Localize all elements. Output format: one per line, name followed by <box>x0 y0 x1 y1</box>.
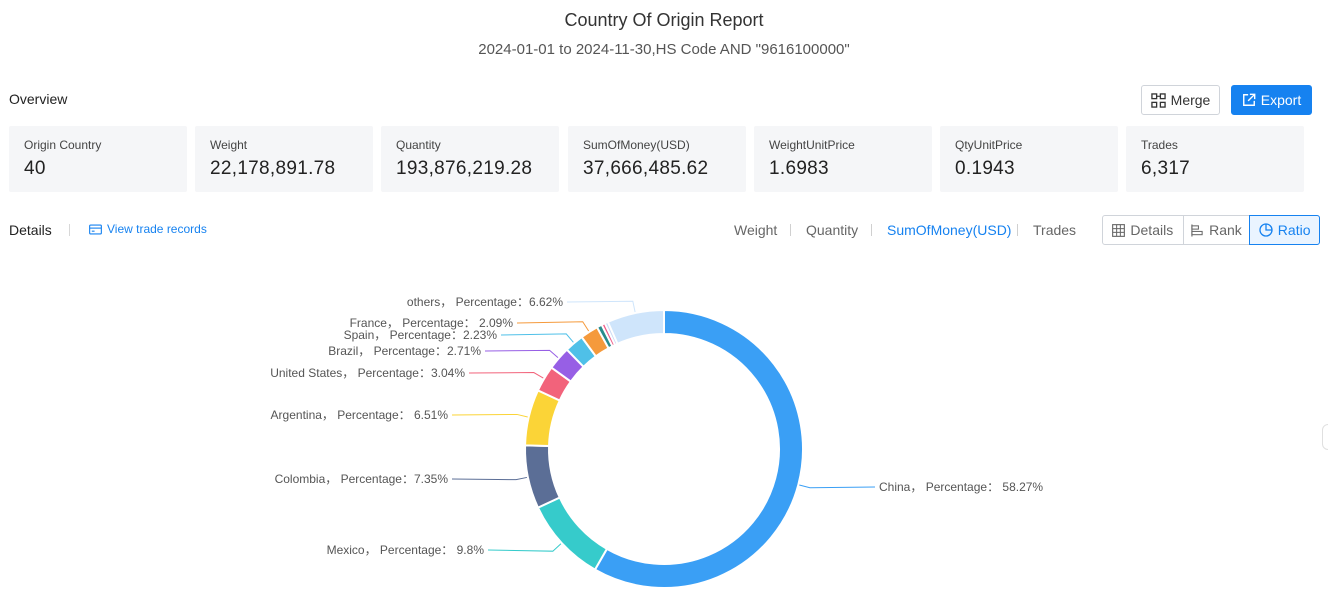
donut-slice-mexico[interactable] <box>536 496 609 572</box>
donut-chart: China， Percentage： 58.27% Mexico， Percent… <box>270 295 1043 589</box>
stat-card-trades: Trades 6,317 <box>1126 126 1304 192</box>
label-leader-line <box>484 349 559 358</box>
stat-label: WeightUnitPrice <box>769 138 855 152</box>
view-details-label: Details <box>1130 222 1174 238</box>
slice-label: United States， Percentage：3.04% <box>270 366 465 380</box>
stat-value: 22,178,891.78 <box>210 158 336 179</box>
view-trade-records-link[interactable]: View trade records <box>89 222 207 236</box>
pie-chart-icon <box>1259 223 1273 237</box>
tab-separator <box>790 224 791 236</box>
stat-value: 6,317 <box>1141 158 1191 179</box>
label-leader-line <box>451 413 528 418</box>
stat-label: Origin Country <box>24 138 102 152</box>
view-rank-button[interactable]: Rank <box>1182 216 1250 244</box>
stat-value: 37,666,485.62 <box>583 158 709 179</box>
card-icon <box>89 223 102 235</box>
stat-label: QtyUnitPrice <box>955 138 1023 152</box>
label-leader-line <box>451 476 528 481</box>
view-toggle-group: Details Rank Ratio <box>1102 215 1320 245</box>
tab-quantity[interactable]: Quantity <box>806 222 859 238</box>
bar-rank-icon <box>1191 223 1203 237</box>
view-ratio-label: Ratio <box>1277 222 1311 238</box>
slice-label: China， Percentage： 58.27% <box>879 480 1043 494</box>
stat-value: 0.1943 <box>955 158 1015 179</box>
export-icon <box>1242 93 1256 106</box>
stat-value: 193,876,219.28 <box>396 158 533 179</box>
label-leader-line <box>500 333 574 343</box>
slice-label: Spain， Percentage：2.23% <box>344 328 498 342</box>
overview-label: Overview <box>9 91 68 107</box>
stat-card-weight-unit-price: WeightUnitPrice 1.6983 <box>754 126 932 192</box>
label-leader-line <box>566 300 636 313</box>
donut-slice-china[interactable] <box>593 308 804 589</box>
stat-value: 1.6983 <box>769 158 829 179</box>
slice-label: Brazil， Percentage：2.71% <box>328 344 481 358</box>
slice-label: Colombia， Percentage：7.35% <box>275 472 449 486</box>
stat-card-qty-unit-price: QtyUnitPrice 0.1943 <box>940 126 1118 192</box>
export-button[interactable]: Export <box>1231 85 1312 115</box>
label-leader-line <box>516 321 590 332</box>
slice-label: Mexico， Percentage： 9.8% <box>327 543 485 557</box>
details-divider <box>69 224 70 236</box>
stat-label: Quantity <box>396 138 441 152</box>
view-ratio-button[interactable]: Ratio <box>1249 215 1320 245</box>
tab-sum-of-money[interactable]: SumOfMoney(USD) <box>887 222 1012 238</box>
merge-icon <box>1150 92 1166 108</box>
stat-label: Trades <box>1141 138 1178 152</box>
tab-weight[interactable]: Weight <box>734 222 778 238</box>
stat-card-sum-of-money: SumOfMoney(USD) 37,666,485.62 <box>568 126 746 192</box>
slice-label: France， Percentage： 2.09% <box>350 316 514 330</box>
merge-button-label: Merge <box>1170 92 1211 108</box>
report-subtitle: 2024-01-01 to 2024-11-30,HS Code AND "96… <box>478 41 850 58</box>
donut-slice-colombia[interactable] <box>524 444 562 509</box>
label-leader-line <box>487 543 562 552</box>
donut-slice-others[interactable] <box>606 308 665 346</box>
stat-card-origin-country: Origin Country 40 <box>9 126 187 192</box>
details-label: Details <box>9 222 52 238</box>
stat-card-quantity: Quantity 193,876,219.28 <box>381 126 559 192</box>
export-button-label: Export <box>1260 92 1302 108</box>
stat-label: SumOfMoney(USD) <box>583 138 690 152</box>
report-title: Country Of Origin Report <box>564 10 764 30</box>
side-collapse-handle[interactable] <box>1322 424 1328 450</box>
slice-label: Argentina， Percentage： 6.51% <box>271 408 449 422</box>
table-icon <box>1112 223 1126 237</box>
label-leader-line <box>468 372 544 379</box>
stat-value: 40 <box>24 158 46 179</box>
label-leader-line <box>799 484 876 489</box>
tab-trades[interactable]: Trades <box>1033 222 1077 238</box>
tab-separator <box>1017 224 1018 236</box>
view-details-button[interactable]: Details <box>1103 216 1183 244</box>
view-rank-label: Rank <box>1209 222 1242 238</box>
stat-card-weight: Weight 22,178,891.78 <box>195 126 373 192</box>
tab-separator <box>871 224 872 236</box>
merge-button[interactable]: Merge <box>1141 85 1220 115</box>
view-trade-records-label: View trade records <box>107 222 207 236</box>
stat-label: Weight <box>210 138 248 152</box>
slice-label: others， Percentage：6.62% <box>407 295 563 309</box>
